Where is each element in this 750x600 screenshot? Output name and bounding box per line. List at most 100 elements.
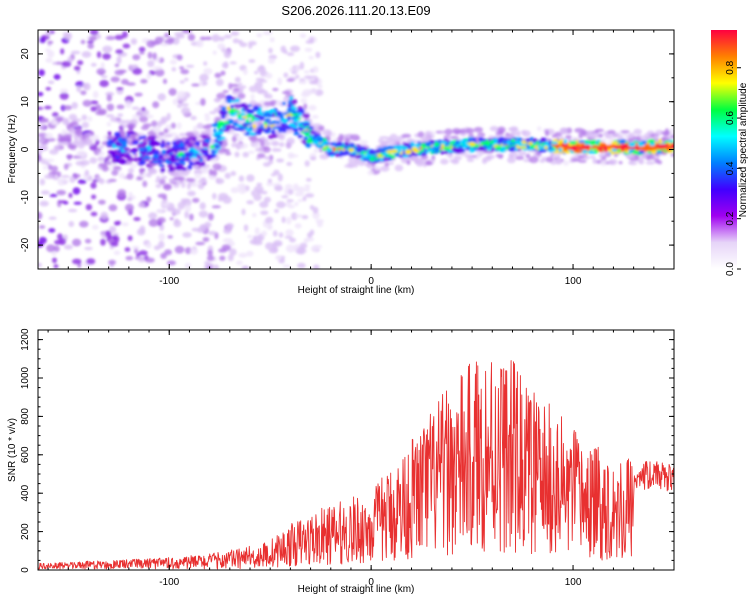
spectrogram-cell bbox=[120, 140, 128, 145]
spectrogram-cell bbox=[90, 182, 97, 189]
spectrogram-cell bbox=[217, 196, 224, 202]
spectrogram-cell bbox=[128, 168, 134, 174]
spectrogram-cell bbox=[528, 141, 533, 145]
spectrogram-cell bbox=[364, 154, 369, 159]
spectrogram-cell bbox=[264, 156, 271, 160]
spectrogram-cell bbox=[459, 128, 466, 134]
spectrogram-cell bbox=[369, 157, 376, 162]
spectrogram-cell bbox=[450, 135, 459, 140]
spectrogram-cell bbox=[204, 129, 213, 134]
spectrogram-cell bbox=[281, 118, 288, 123]
spectrogram-cell bbox=[284, 187, 289, 196]
spectrogram-cell bbox=[192, 154, 197, 159]
spectrogram-cell bbox=[268, 47, 273, 54]
spectrogram-cell bbox=[109, 226, 117, 233]
spectrogram-cell bbox=[176, 90, 186, 99]
spectrogram-cell bbox=[658, 144, 667, 148]
spectrogram-cell bbox=[329, 142, 335, 146]
spectrogram-cell bbox=[670, 134, 674, 139]
spectrogram-cell bbox=[303, 75, 314, 79]
spectrogram-cell bbox=[439, 140, 448, 145]
spectrogram-cell bbox=[302, 196, 307, 202]
spectrogram-cell bbox=[587, 150, 593, 154]
spectrogram-cell bbox=[38, 236, 47, 244]
spectrogram-cell bbox=[221, 114, 226, 119]
spectrogram-cell bbox=[184, 262, 191, 269]
spectrogram-cell bbox=[498, 155, 503, 159]
spectrogram-cell bbox=[551, 141, 558, 145]
spectrogram-cell bbox=[510, 139, 516, 143]
spectrogram-cell bbox=[311, 115, 319, 119]
spectrogram-cell bbox=[336, 142, 344, 147]
spectrogram-cell bbox=[186, 178, 195, 183]
spectrogram-cell bbox=[548, 149, 557, 153]
spectrogram-cell bbox=[640, 146, 647, 151]
spectrogram-cell bbox=[137, 157, 143, 161]
spectrogram-cell bbox=[173, 183, 180, 188]
spectrogram-cell bbox=[225, 120, 230, 125]
spectrogram-cell bbox=[618, 161, 623, 165]
spectrogram-cell bbox=[553, 153, 560, 158]
spectrogram-cell bbox=[63, 105, 72, 111]
spectrogram-cell bbox=[166, 112, 171, 121]
spectrogram-cell bbox=[82, 83, 89, 89]
spectrogram-cell bbox=[245, 119, 250, 123]
spectrogram-cell bbox=[163, 133, 173, 138]
spectrogram-cell bbox=[230, 187, 239, 194]
spectrogram-cell bbox=[664, 128, 670, 134]
spectrogram-cell bbox=[260, 190, 268, 195]
spectrogram-cell bbox=[197, 183, 205, 190]
spectrogram-cell bbox=[383, 146, 389, 151]
spectrogram-cell bbox=[81, 114, 88, 121]
spectrogram-cell bbox=[208, 213, 214, 221]
spectrogram-cell bbox=[89, 157, 98, 164]
spectrogram-cell bbox=[148, 168, 158, 175]
spectrogram-cell bbox=[100, 238, 106, 246]
spectrogram-cell bbox=[574, 150, 582, 154]
spectrogram-cell bbox=[600, 160, 607, 166]
spectrogram-cell bbox=[628, 142, 636, 148]
spectrogram-cell bbox=[48, 216, 57, 220]
spectrogram-cell bbox=[528, 156, 539, 164]
spectrogram-cell bbox=[458, 145, 463, 149]
spectrogram-cell bbox=[390, 149, 398, 153]
spectrogram-cell bbox=[107, 161, 112, 165]
spectrogram-cell bbox=[163, 145, 172, 149]
spectrogram-cell bbox=[330, 152, 337, 156]
spectrogram-cell bbox=[286, 199, 294, 203]
spectrogram-cell bbox=[521, 130, 527, 135]
spectrogram-cell bbox=[318, 148, 324, 153]
spectrogram-cell bbox=[480, 141, 487, 146]
spectrogram-cell bbox=[297, 122, 302, 126]
spectrogram-cell bbox=[162, 168, 166, 171]
spectrogram-cell bbox=[206, 255, 215, 262]
spectrogram-cell bbox=[608, 158, 618, 166]
spectrogram-y-tick-label: -20 bbox=[20, 237, 31, 252]
spectrogram-cell bbox=[113, 166, 122, 170]
spectrogram-cell bbox=[266, 181, 274, 187]
spectrogram-cell bbox=[247, 150, 255, 154]
spectrogram-cell bbox=[121, 124, 128, 128]
spectrogram-cell bbox=[64, 32, 73, 41]
spectrogram-cell bbox=[260, 136, 266, 141]
spectrogram-cell bbox=[238, 143, 249, 149]
spectrogram-cell bbox=[231, 135, 237, 143]
spectrogram-cell bbox=[151, 120, 158, 127]
spectrogram-cell bbox=[114, 132, 121, 137]
spectrogram-cell bbox=[319, 153, 329, 160]
spectrogram-cell bbox=[229, 61, 237, 65]
spectrogram-cell bbox=[540, 137, 545, 142]
spectrogram-cell bbox=[634, 142, 639, 148]
spectrogram-cell bbox=[106, 121, 112, 127]
spectrogram-cell bbox=[40, 190, 50, 195]
spectrogram-cell bbox=[202, 125, 212, 129]
spectrogram-cell bbox=[475, 150, 485, 156]
spectrogram-cell bbox=[305, 193, 315, 198]
spectrogram-cell bbox=[240, 112, 246, 116]
spectrogram-cell bbox=[135, 135, 139, 140]
spectrogram-cell bbox=[187, 165, 193, 170]
spectrogram-cell bbox=[306, 139, 314, 144]
spectrogram-cell bbox=[263, 121, 268, 126]
spectrogram-cell bbox=[598, 153, 605, 159]
spectrogram-cell bbox=[578, 132, 584, 139]
